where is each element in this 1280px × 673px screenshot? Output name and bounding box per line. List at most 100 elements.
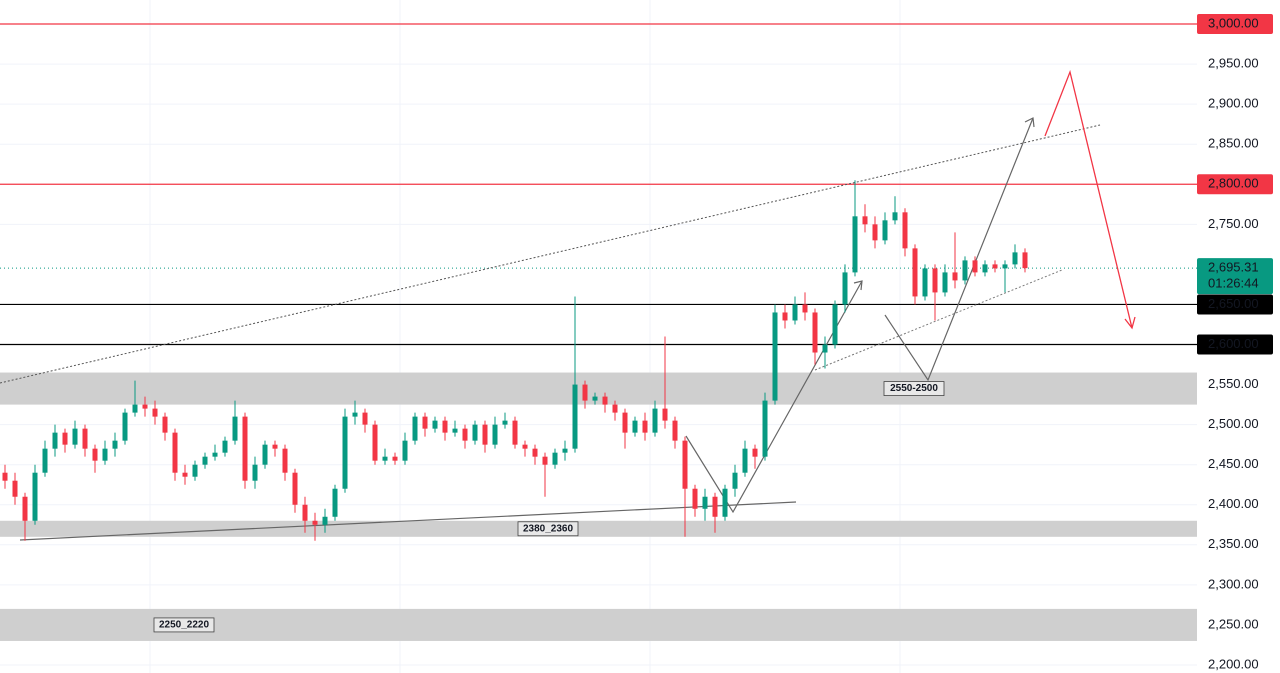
candle-body — [212, 452, 218, 457]
candle-body — [882, 220, 888, 241]
candle-body — [382, 456, 388, 461]
y-tick-label: 2,250.00 — [1208, 616, 1259, 631]
candle-body — [992, 264, 998, 269]
candle-body — [102, 448, 108, 461]
candle-body — [52, 432, 58, 449]
candle-body — [502, 420, 508, 425]
y-tick-label: 2,750.00 — [1208, 216, 1259, 231]
support-trendline — [19, 501, 797, 541]
candle-body — [702, 496, 708, 509]
candle-body — [802, 304, 808, 313]
candle-body — [982, 264, 988, 273]
candle-body — [742, 448, 748, 473]
candle-body — [1022, 252, 1028, 269]
candle-body — [782, 312, 788, 321]
levels — [0, 23, 1197, 346]
candle-body — [452, 428, 458, 433]
candle-body — [172, 432, 178, 473]
candle-body — [592, 396, 598, 401]
projection-arrow — [685, 280, 863, 514]
zone-label: 2380_2360 — [523, 523, 573, 534]
candles — [2, 180, 1028, 541]
level-label-box — [1197, 14, 1273, 35]
level-label-box — [1197, 334, 1273, 355]
candle-body — [1002, 264, 1008, 269]
candle-body — [62, 432, 68, 445]
candle-body — [582, 384, 588, 401]
level-label: 2,800.00 — [1208, 176, 1259, 191]
zone-label-box — [517, 521, 579, 537]
candle-body — [192, 464, 198, 477]
candle-body — [662, 408, 668, 421]
candle-body — [392, 456, 398, 461]
candle-body — [612, 404, 618, 413]
candle-body — [312, 520, 318, 525]
candle-body — [92, 448, 98, 461]
candle-body — [562, 448, 568, 453]
candle-body — [362, 412, 368, 425]
candle-body — [772, 312, 778, 401]
candle-body — [712, 496, 718, 517]
y-tick-label: 2,850.00 — [1208, 136, 1259, 151]
level-label-box — [1197, 294, 1273, 315]
trend-channel-bottom — [814, 269, 1063, 371]
candle-body — [302, 504, 308, 521]
y-tick-label: 2,900.00 — [1208, 96, 1259, 111]
y-tick-label: 2,350.00 — [1208, 536, 1259, 551]
candle-body — [342, 416, 348, 489]
candle-body — [752, 448, 758, 457]
arrow-head — [1024, 117, 1035, 128]
candle-body — [472, 424, 478, 441]
candle-body — [352, 412, 358, 417]
countdown-label: 01:26:44 — [1208, 276, 1259, 291]
zone-label: 2550-2500 — [890, 383, 938, 394]
candle-body — [412, 416, 418, 441]
last-price-label: 2,695.31 — [1208, 260, 1259, 275]
candle-body — [72, 428, 78, 445]
candle-body — [272, 444, 278, 449]
candle-body — [372, 424, 378, 461]
candle-body — [332, 488, 338, 517]
last-price-box — [1197, 258, 1273, 295]
grid — [0, 63, 1197, 666]
candle-body — [542, 456, 548, 465]
candle-body — [492, 424, 498, 445]
candle-body — [972, 260, 978, 273]
candle-body — [942, 272, 948, 293]
candle-body — [792, 304, 798, 321]
labels: 2,950.00 2,900.00 2,850.00 2,750.00 2,550.00… — [153, 14, 1273, 671]
projection-arrow-red — [1044, 69, 1133, 329]
zone-label-box — [883, 381, 945, 396]
candle-body — [872, 224, 878, 241]
candle-body — [2, 472, 8, 481]
candle-body — [862, 216, 868, 225]
y-tick-label: 2,200.00 — [1208, 656, 1259, 671]
candle-body — [552, 452, 558, 465]
level-label: 2,600.00 — [1208, 336, 1259, 351]
vertical-grid — [149, 0, 901, 673]
candle-body — [632, 420, 638, 433]
candle-body — [892, 212, 898, 221]
candle-body — [242, 416, 248, 481]
candle-body — [182, 472, 188, 477]
zone-label-box — [153, 617, 215, 633]
candle-body — [462, 428, 468, 441]
candle-body — [132, 404, 138, 413]
candle-body — [142, 404, 148, 409]
zone — [0, 372, 1197, 405]
trend-channel-top — [0, 124, 1101, 384]
candle-body — [152, 408, 158, 417]
candle-body — [32, 472, 38, 521]
candle-body — [262, 444, 268, 465]
projection-arrow — [884, 117, 1034, 382]
candle-body — [42, 448, 48, 473]
candle-body — [962, 260, 968, 281]
candle-body — [122, 412, 128, 441]
candle-body — [322, 516, 328, 525]
y-tick-label: 2,950.00 — [1208, 56, 1259, 71]
candle-body — [252, 464, 258, 481]
candle-body — [722, 488, 728, 517]
candle-body — [112, 440, 118, 449]
